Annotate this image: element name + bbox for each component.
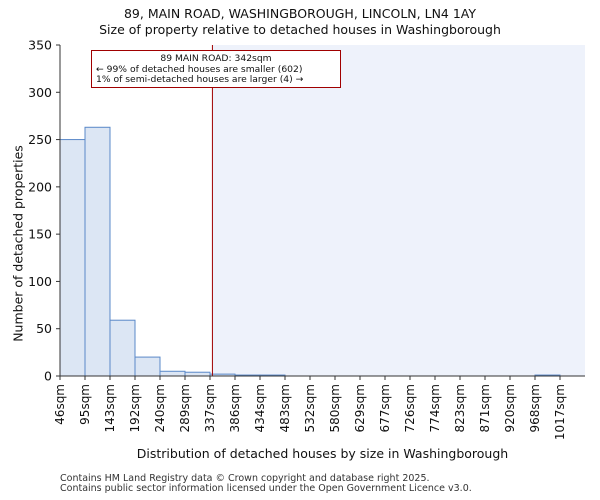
bar-289sqm — [184, 371, 211, 377]
x-tick-label-95sqm: 95sqm — [78, 384, 92, 425]
x-tick-label-192sqm: 192sqm — [128, 384, 142, 432]
chart-title-line1: 89, MAIN ROAD, WASHINGBOROUGH, LINCOLN, … — [123, 6, 477, 21]
x-tick-label-289sqm: 289sqm — [178, 384, 192, 432]
annotation-line2: ← 99% of detached houses are smaller (60… — [96, 63, 303, 75]
y-tick-label-350: 350 — [28, 38, 52, 53]
x-tick-label-629sqm: 629sqm — [353, 384, 367, 432]
x-tick-label-434sqm: 434sqm — [253, 384, 267, 432]
x-tick-label-386sqm: 386sqm — [228, 384, 242, 432]
x-tick-label-580sqm: 580sqm — [328, 384, 342, 432]
y-axis-label: Number of detached properties — [10, 145, 26, 342]
y-tick-label-300: 300 — [28, 85, 52, 100]
x-tick-label-920sqm: 920sqm — [503, 384, 517, 432]
x-tick-label-774sqm: 774sqm — [428, 384, 442, 432]
y-tick-label-250: 250 — [28, 132, 52, 147]
bar-46sqm — [59, 139, 86, 377]
x-tick-label-532sqm: 532sqm — [303, 384, 317, 432]
x-tick-label-871sqm: 871sqm — [478, 384, 492, 432]
x-tick-label-677sqm: 677sqm — [378, 384, 392, 432]
y-tick-label-0: 0 — [44, 369, 52, 384]
bar-95sqm — [84, 126, 111, 377]
x-tick-label-1017sqm: 1017sqm — [553, 384, 567, 440]
annotation-line1: 89 MAIN ROAD: 342sqm — [160, 53, 272, 64]
x-tick-label-46sqm: 46sqm — [53, 384, 67, 425]
x-tick-label-240sqm: 240sqm — [153, 384, 167, 432]
annotation-line3: 1% of semi-detached houses are larger (4… — [96, 74, 304, 85]
footer-line1: Contains HM Land Registry data © Crown c… — [60, 473, 430, 484]
bar-240sqm — [159, 370, 186, 377]
x-tick-label-823sqm: 823sqm — [453, 384, 467, 432]
property-annotation: 89 MAIN ROAD: 342sqm ← 99% of detached h… — [91, 50, 341, 88]
chart-title-line2: Size of property relative to detached ho… — [99, 22, 501, 37]
x-tick-label-483sqm: 483sqm — [278, 384, 292, 432]
y-tick-label-50: 50 — [36, 321, 52, 336]
x-tick-label-143sqm: 143sqm — [103, 384, 117, 432]
bar-143sqm — [109, 319, 136, 377]
bar-192sqm — [134, 356, 161, 377]
y-tick-label-100: 100 — [28, 274, 52, 289]
x-tick-label-726sqm: 726sqm — [403, 384, 417, 432]
y-tick-label-200: 200 — [28, 179, 52, 194]
y-tick-label-150: 150 — [28, 227, 52, 242]
x-tick-label-337sqm: 337sqm — [203, 384, 217, 432]
highlight-region — [212, 45, 586, 376]
x-tick-label-968sqm: 968sqm — [528, 384, 542, 432]
footer-line2: Contains public sector information licen… — [60, 483, 472, 494]
x-axis-label: Distribution of detached houses by size … — [136, 446, 509, 461]
